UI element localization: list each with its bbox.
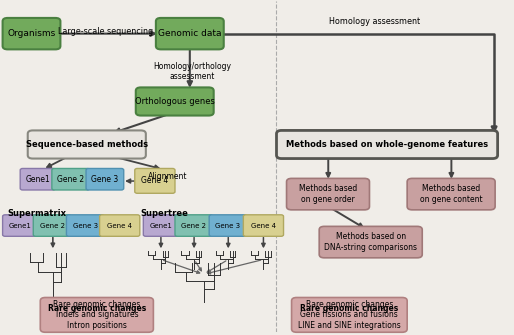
- Text: Gene1: Gene1: [150, 222, 172, 228]
- FancyBboxPatch shape: [66, 215, 104, 236]
- Text: Gene 4: Gene 4: [107, 222, 132, 228]
- Text: Gene 2: Gene 2: [181, 222, 206, 228]
- Text: Gene1: Gene1: [9, 222, 32, 228]
- FancyBboxPatch shape: [86, 169, 124, 190]
- FancyBboxPatch shape: [52, 169, 89, 190]
- FancyBboxPatch shape: [100, 215, 140, 236]
- FancyBboxPatch shape: [319, 226, 422, 258]
- FancyBboxPatch shape: [40, 297, 153, 332]
- Text: Gene 3: Gene 3: [91, 175, 119, 184]
- FancyBboxPatch shape: [407, 179, 495, 210]
- FancyBboxPatch shape: [136, 87, 214, 116]
- Text: Methods based
on gene order: Methods based on gene order: [299, 185, 357, 204]
- Text: Gene 4: Gene 4: [251, 222, 276, 228]
- Text: Gene 2: Gene 2: [57, 175, 84, 184]
- FancyBboxPatch shape: [143, 215, 178, 236]
- FancyBboxPatch shape: [135, 169, 175, 193]
- Text: Methods based on whole-genome features: Methods based on whole-genome features: [286, 140, 488, 149]
- Text: Gene 3: Gene 3: [72, 222, 98, 228]
- Text: Gene1: Gene1: [25, 175, 50, 184]
- Text: Gene 2: Gene 2: [40, 222, 65, 228]
- Text: Gene 4: Gene 4: [141, 177, 169, 185]
- Text: Rare genomic changes: Rare genomic changes: [300, 304, 398, 313]
- Text: Alignment: Alignment: [149, 172, 188, 181]
- FancyBboxPatch shape: [286, 179, 370, 210]
- Text: Supertree: Supertree: [141, 209, 189, 218]
- Text: Homology assessment: Homology assessment: [329, 17, 420, 26]
- FancyBboxPatch shape: [175, 215, 213, 236]
- FancyBboxPatch shape: [20, 169, 56, 190]
- Text: Gene 3: Gene 3: [215, 222, 241, 228]
- Text: Organisms: Organisms: [7, 29, 56, 38]
- FancyBboxPatch shape: [209, 215, 247, 236]
- Text: Methods based on
DNA-string comparisons: Methods based on DNA-string comparisons: [324, 232, 417, 252]
- FancyBboxPatch shape: [28, 130, 146, 158]
- FancyBboxPatch shape: [3, 18, 61, 49]
- Text: Rare genomic changes
Gene fissions and fusions
LINE and SINE integrations: Rare genomic changes Gene fissions and f…: [298, 300, 401, 330]
- Text: Large-scale sequencing: Large-scale sequencing: [58, 27, 153, 36]
- FancyBboxPatch shape: [3, 215, 38, 236]
- Text: Orthologous genes: Orthologous genes: [135, 97, 215, 106]
- Text: Methods based
on gene content: Methods based on gene content: [420, 185, 483, 204]
- FancyBboxPatch shape: [33, 215, 71, 236]
- Text: Homology/orthology
assessment: Homology/orthology assessment: [154, 62, 232, 81]
- FancyBboxPatch shape: [243, 215, 284, 236]
- Text: Rare genomic changes: Rare genomic changes: [48, 304, 146, 313]
- Text: Rare genomic changes
Indels and signatures
Intron positions: Rare genomic changes Indels and signatur…: [53, 300, 140, 330]
- FancyBboxPatch shape: [156, 18, 224, 49]
- Text: Sequence-based methods: Sequence-based methods: [26, 140, 148, 149]
- Text: Genomic data: Genomic data: [158, 29, 222, 38]
- FancyBboxPatch shape: [291, 297, 407, 332]
- Text: Supermatrix: Supermatrix: [8, 209, 67, 218]
- FancyBboxPatch shape: [277, 130, 498, 158]
